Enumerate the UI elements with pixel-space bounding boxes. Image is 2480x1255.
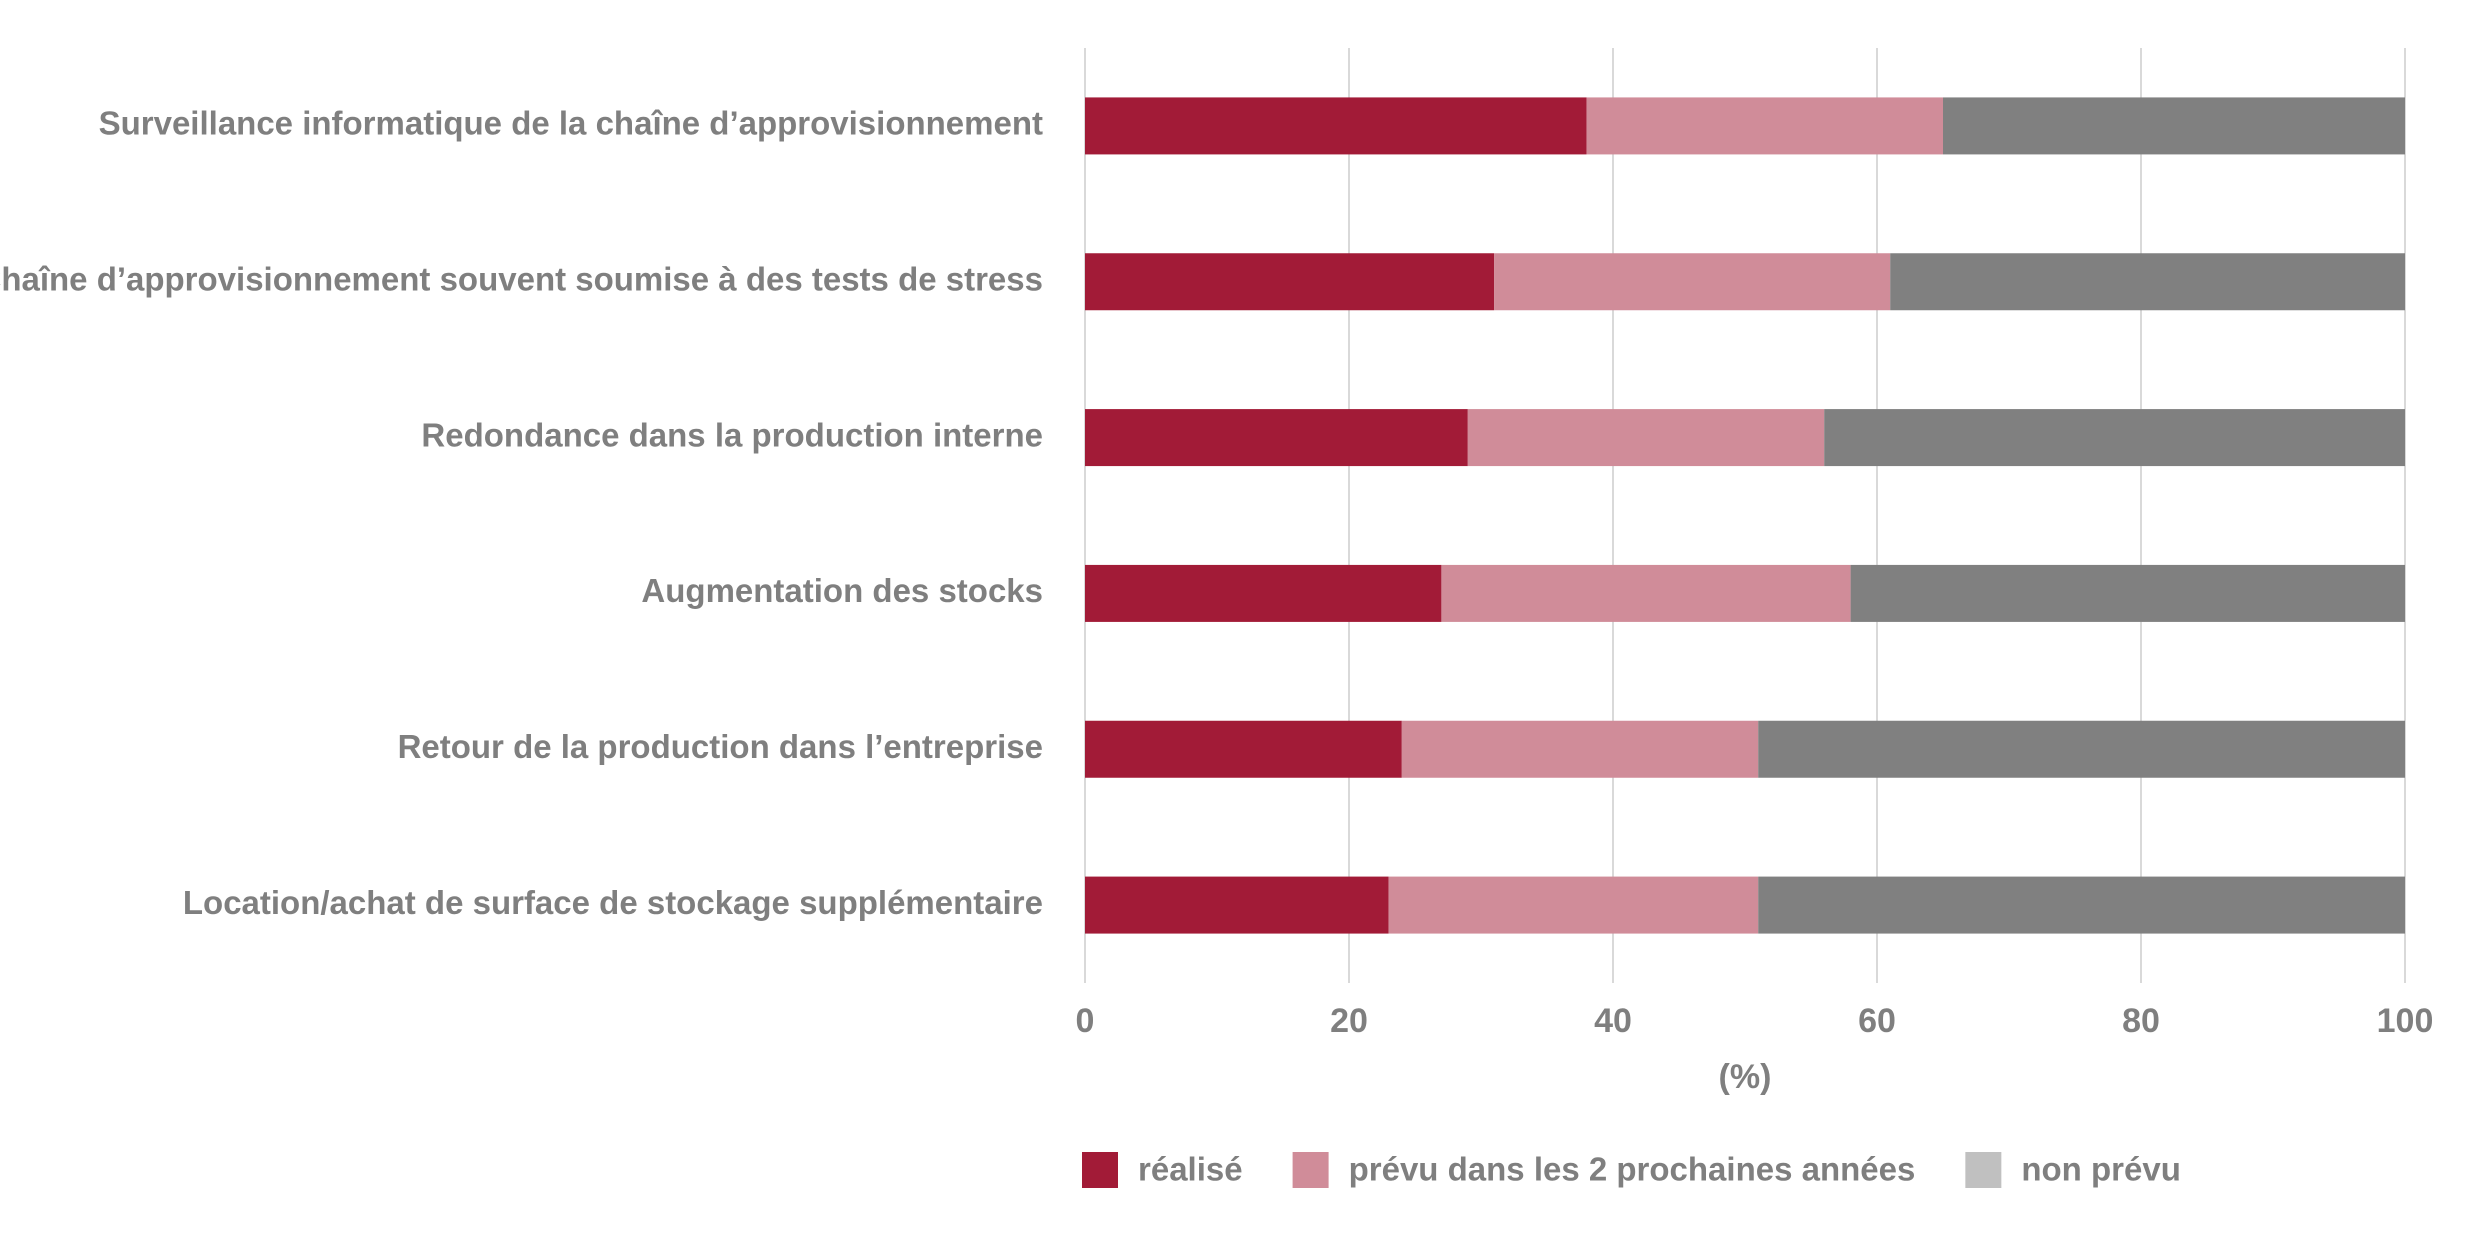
x-tick-label: 100 [2377, 1002, 2434, 1040]
y-tick-label: Redondance dans la production interne [421, 416, 1043, 453]
bar-segment [1388, 876, 1759, 934]
y-tick-label: Augmentation des stocks [641, 572, 1043, 609]
bar-segment [1085, 720, 1402, 778]
bar-segment [1085, 409, 1468, 467]
bar-segment [1943, 97, 2405, 155]
legend-label: réalisé [1138, 1151, 1243, 1188]
x-tick-label: 80 [2122, 1002, 2160, 1040]
bar-segment [1494, 253, 1891, 311]
bar-segment [1586, 97, 1943, 155]
bar-segment [1085, 876, 1389, 934]
x-tick-label: 60 [1858, 1002, 1896, 1040]
bar-segment [1758, 876, 2405, 934]
x-tick-label: 0 [1076, 1002, 1095, 1040]
legend-label: prévu dans les 2 prochaines années [1349, 1151, 1916, 1188]
x-tick-label: 20 [1330, 1002, 1368, 1040]
bar-segment [1401, 720, 1759, 778]
legend-swatch [1965, 1152, 2002, 1188]
bar-segment [1441, 564, 1851, 622]
x-tick-label: 40 [1594, 1002, 1632, 1040]
bar-segment [1085, 97, 1587, 155]
bar-segment [1085, 564, 1442, 622]
bar-segment [1467, 409, 1825, 467]
bar-segment [1824, 409, 2405, 467]
y-tick-label: Retour de la production dans l’entrepris… [398, 728, 1043, 765]
bar-segment [1758, 720, 2405, 778]
bar-segment [1850, 564, 2405, 622]
y-tick-label: Location/achat de surface de stockage su… [183, 884, 1043, 921]
legend-label: non prévu [2021, 1151, 2181, 1188]
x-axis-label: (%) [1719, 1058, 1772, 1096]
y-tick-label: Chaîne d’approvisionnement souvent soumi… [0, 260, 1043, 297]
legend-swatch [1082, 1152, 1118, 1188]
bar-segment [1085, 253, 1495, 311]
bar-segment [1890, 253, 2405, 311]
legend-swatch [1292, 1152, 1329, 1188]
y-tick-label: Surveillance informatique de la chaîne d… [99, 105, 1043, 142]
